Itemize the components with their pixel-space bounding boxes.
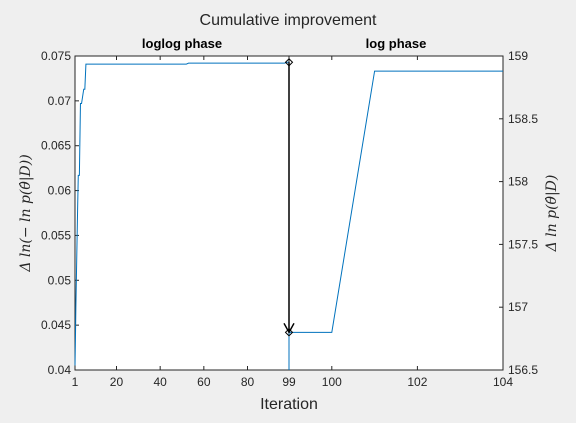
left-x-tick-label: 40 — [153, 375, 167, 389]
left-x-tick-label: 99 — [282, 375, 296, 389]
right-x-tick-label: 100 — [322, 375, 342, 389]
right-y-tick-label: 158 — [508, 175, 528, 189]
right-y-tick-label: 157 — [508, 300, 528, 314]
left-y-tick-label: 0.075 — [41, 49, 71, 63]
left-x-tick-label: 20 — [110, 375, 124, 389]
left-y-tick-label: 0.065 — [41, 139, 71, 153]
left-x-tick-label: 60 — [197, 375, 211, 389]
left-y-tick-label: 0.05 — [48, 273, 72, 287]
left-y-tick-label: 0.045 — [41, 318, 71, 332]
right-y-tick-label: 156.5 — [508, 363, 538, 377]
left-y-tick-label: 0.04 — [48, 363, 72, 377]
left-phase-label: loglog phase — [142, 36, 222, 51]
annotation-layer — [283, 58, 295, 337]
left-panel: loglog phase 1 20 40 60 80 99 0.04 0.045 0.05 0.0… — [18, 36, 296, 389]
left-series — [74, 61, 289, 366]
annotation-start-marker — [284, 58, 294, 67]
left-x-tick-label: 1 — [72, 375, 79, 389]
annotation-arrow-head — [283, 322, 295, 334]
right-series — [288, 70, 503, 370]
left-x-tick-label: 80 — [241, 375, 255, 389]
annotation-end-marker — [284, 328, 294, 337]
x-axis-label: Iteration — [260, 396, 318, 413]
right-y-tick-label: 159 — [508, 49, 528, 63]
left-series-line-0 — [74, 61, 289, 366]
left-plot-area — [74, 55, 290, 371]
left-y-tick-label: 0.06 — [48, 184, 72, 198]
right-x-tick-label: 102 — [407, 375, 427, 389]
right-y-axis-label: Δ ln p(θ̂|D) — [544, 175, 560, 253]
right-y-tick-label: 158.5 — [508, 112, 538, 126]
right-plot-area — [288, 55, 504, 371]
left-y-tick-label: 0.055 — [41, 228, 71, 242]
left-y-tick-label: 0.07 — [48, 94, 72, 108]
right-series-line-0 — [288, 70, 503, 370]
left-ticks: 1 20 40 60 80 99 0.04 0.045 0.05 0.055 0.06 0.065 0.… — [41, 49, 296, 389]
left-y-axis-label: Δ ln(− ln p(θ̂|D)) — [18, 154, 34, 272]
right-y-tick-label: 157.5 — [508, 237, 538, 251]
right-x-tick-label: 104 — [493, 375, 513, 389]
right-phase-label: log phase — [366, 36, 427, 51]
chart-title: Cumulative improvement — [200, 12, 378, 29]
